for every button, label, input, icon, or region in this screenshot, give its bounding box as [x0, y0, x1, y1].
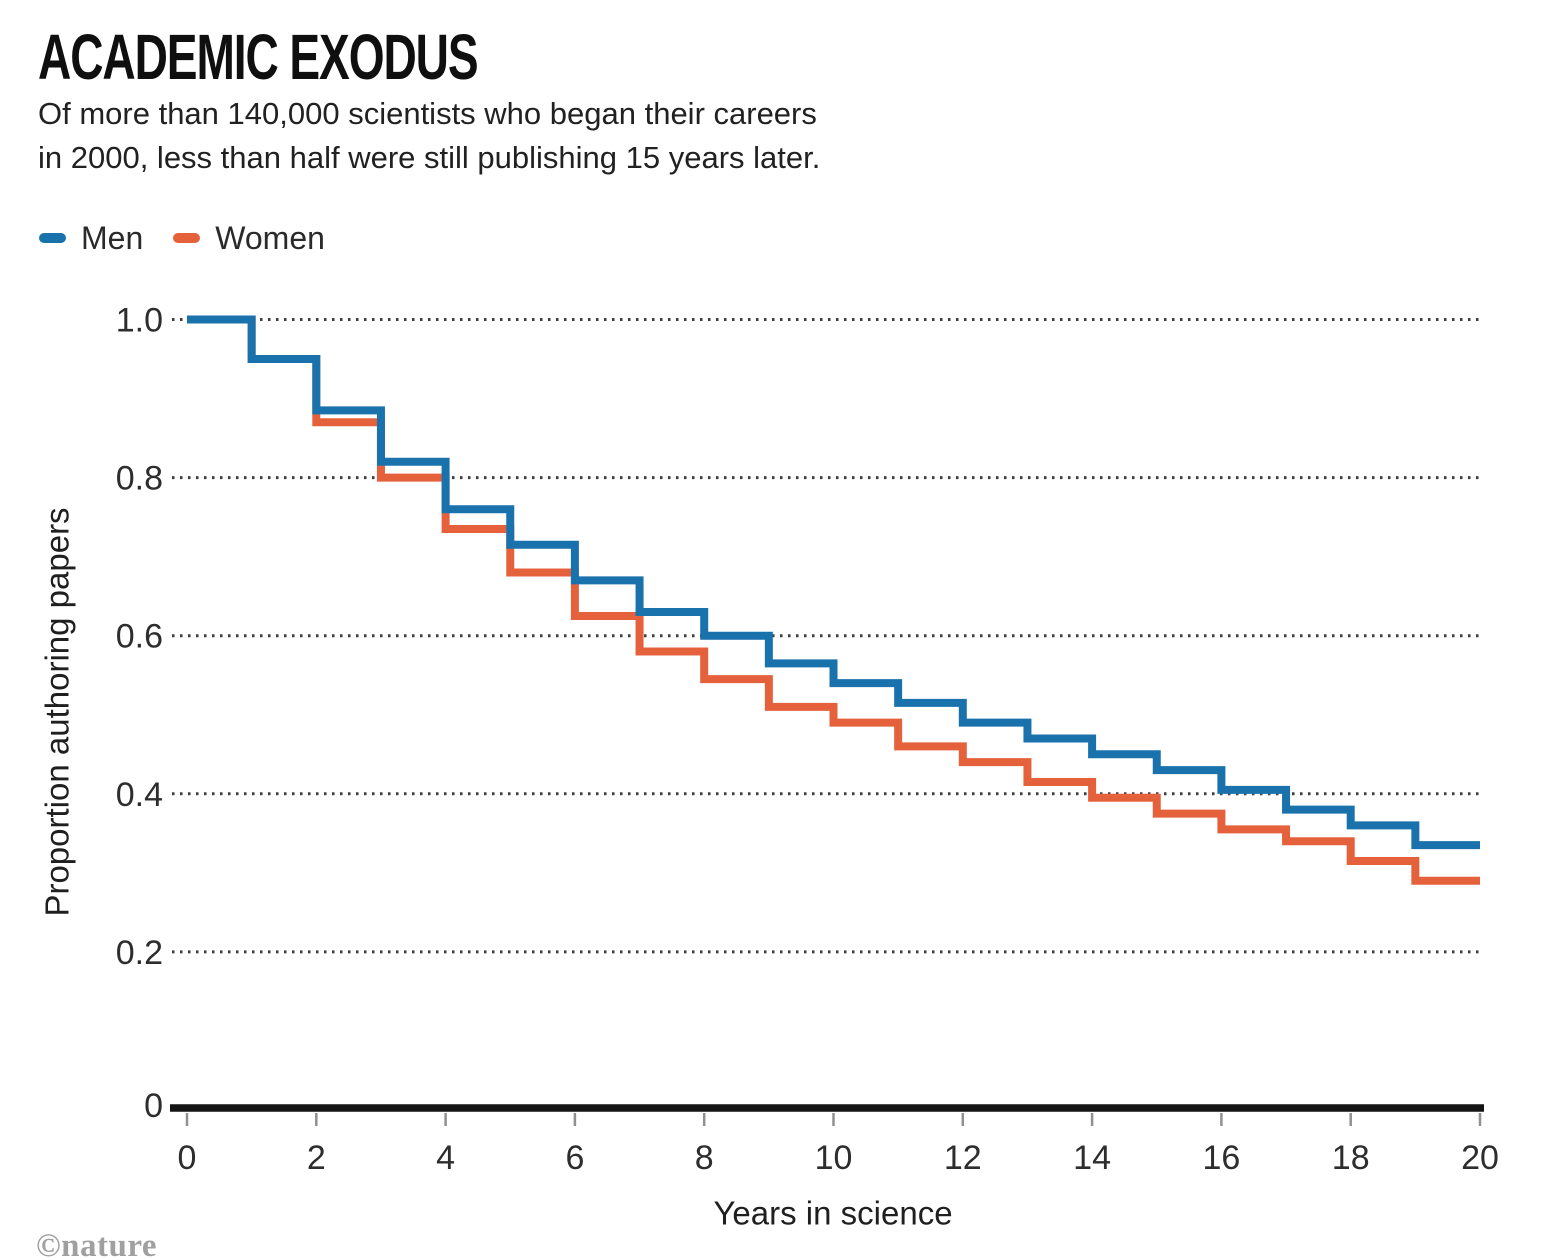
- men-legend-swatch-icon: [39, 233, 66, 243]
- x-axis-tick-labels: 0 2 4 6 8 10 12 14 16 18 20: [178, 1139, 1499, 1177]
- y-tick-label-0.6: 0.6: [116, 618, 163, 656]
- women-series-line: [187, 315, 1480, 885]
- women-legend-swatch-icon: [173, 233, 201, 243]
- chart-subtitle: Of more than 140,000 scientists who bega…: [38, 92, 820, 180]
- x-tick-label-6: 6: [565, 1139, 584, 1177]
- y-tick-label-0.8: 0.8: [116, 460, 163, 498]
- y-axis-tick-labels: 0 0.2 0.4 0.6 0.8 1.0: [116, 302, 163, 1126]
- men-series-line: [187, 315, 1480, 850]
- x-tick-label-18: 18: [1332, 1139, 1370, 1177]
- x-axis-title: Years in science: [713, 1195, 952, 1232]
- men-legend-label: Men: [81, 220, 144, 256]
- x-tick-label-16: 16: [1202, 1139, 1240, 1177]
- x-tick-label-10: 10: [815, 1139, 853, 1177]
- y-tick-label-0: 0: [144, 1087, 163, 1125]
- y-tick-label-0.2: 0.2: [116, 934, 163, 972]
- x-tick-label-0: 0: [178, 1139, 197, 1177]
- x-axis-ticks: [185, 1113, 1482, 1126]
- y-tick-label-0.4: 0.4: [116, 776, 163, 814]
- chart-subtitle-line1: Of more than 140,000 scientists who bega…: [38, 96, 817, 131]
- x-tick-label-8: 8: [695, 1139, 714, 1177]
- x-tick-label-4: 4: [436, 1139, 455, 1177]
- women-legend-label: Women: [215, 220, 325, 256]
- x-tick-label-14: 14: [1073, 1139, 1111, 1177]
- y-tick-label-1.0: 1.0: [116, 302, 163, 340]
- chart-subtitle-line2: in 2000, less than half were still publi…: [38, 140, 821, 175]
- x-tick-label-2: 2: [307, 1139, 326, 1177]
- x-tick-label-20: 20: [1461, 1139, 1499, 1177]
- chart-title: ACADEMIC EXODUS: [38, 21, 479, 93]
- legend-item-women: Women: [173, 222, 325, 254]
- y-axis-title: Proportion authoring papers: [39, 507, 76, 916]
- legend-item-men: Men: [39, 222, 143, 254]
- legend: Men Women: [39, 222, 325, 254]
- series-lines: [187, 315, 1480, 885]
- nature-credit: ©nature: [36, 1228, 158, 1260]
- x-tick-label-12: 12: [944, 1139, 982, 1177]
